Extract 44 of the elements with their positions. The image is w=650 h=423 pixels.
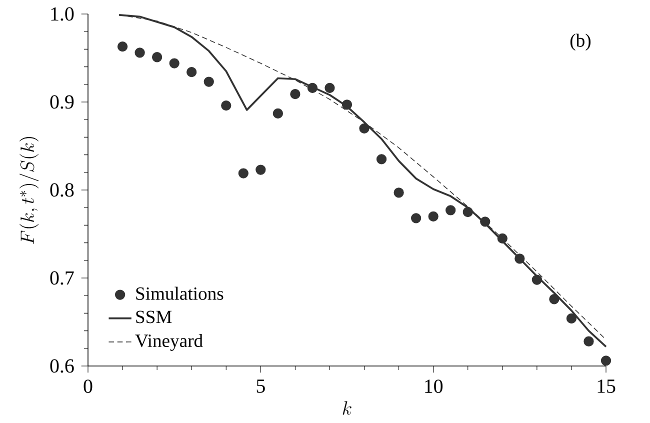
- point: [566, 313, 577, 324]
- point: [532, 274, 542, 285]
- x-tick-label: 5: [256, 380, 265, 393]
- point: [514, 254, 525, 264]
- y-tick-label: 0.6: [50, 359, 74, 373]
- point: [238, 168, 248, 178]
- y-tick-label: 0.9: [50, 95, 74, 109]
- y-axis-title: $F(k,t^*)/S(k)$: [20, 137, 39, 244]
- point: [221, 100, 232, 111]
- point: [324, 82, 335, 93]
- point: [290, 89, 300, 100]
- point: [342, 100, 352, 110]
- point: [307, 82, 318, 93]
- point: [117, 41, 128, 52]
- legend-label: Vineyard: [135, 334, 203, 351]
- point: [462, 206, 473, 218]
- point: [134, 48, 145, 58]
- y-tick-label: 0.8: [50, 183, 74, 197]
- point: [394, 188, 404, 198]
- point: [272, 108, 283, 119]
- legend-label: SSM: [136, 310, 172, 324]
- x-tick-label: 0: [84, 380, 92, 394]
- annotation: (b): [570, 34, 591, 51]
- point: [152, 52, 162, 62]
- point: [359, 123, 370, 134]
- point: [446, 205, 456, 216]
- y-tick-label: 1.0: [51, 7, 74, 21]
- point: [600, 356, 612, 366]
- point: [204, 76, 214, 87]
- y-tick-label: 0.7: [50, 271, 74, 285]
- point: [584, 336, 594, 346]
- point: [376, 154, 387, 164]
- point: [428, 211, 438, 222]
- point: [186, 67, 197, 78]
- legend-label: Simulations: [136, 286, 224, 300]
- x-tick-label: 15: [598, 380, 616, 393]
- point: [480, 216, 490, 227]
- point: [256, 164, 266, 175]
- point: [169, 58, 180, 68]
- x-axis-title: $k$: [342, 401, 352, 415]
- point: [497, 233, 508, 244]
- point: [549, 294, 560, 304]
- x-tick-label: 10: [425, 380, 443, 394]
- point: [411, 213, 422, 224]
